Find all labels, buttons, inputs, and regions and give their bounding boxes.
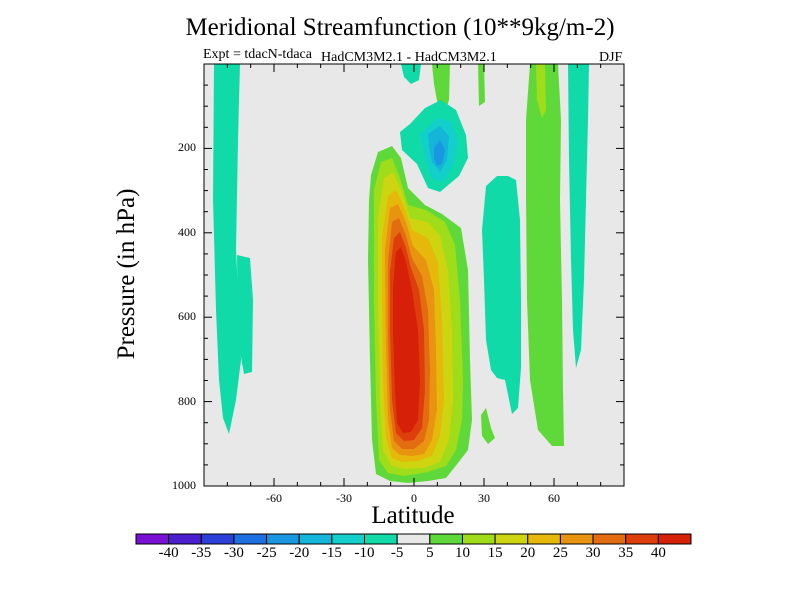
contour-field [213,64,589,483]
contour-region [393,247,420,433]
y-tick-label: 400 [178,224,196,239]
x-tick-label: -60 [266,491,282,505]
contour-region [526,64,564,446]
colorbar-label: -10 [354,545,375,561]
colorbar-label: 5 [426,545,434,561]
colorbar-label: 15 [487,545,503,561]
x-tick-label: 60 [548,491,560,505]
colorbar-label: 40 [650,545,666,561]
chart-title: Meridional Streamfunction (10**9kg/m-2) [185,14,615,41]
contour-region [434,140,445,166]
y-tick-label: 1000 [172,478,196,492]
x-tick-label: 30 [478,491,490,505]
contour-region [568,64,589,368]
colorbar-label: -15 [321,545,342,561]
colorbar-label: -40 [158,545,179,561]
contour-region [478,64,485,106]
chart-subtitle-left: Expt = tdacN-tdaca [203,47,312,62]
colorbar-label: 35 [618,545,634,561]
x-tick-label: 0 [411,491,417,505]
colorbar-label: -30 [223,545,244,561]
colorbar-label: 25 [552,545,568,561]
colorbar-label: 10 [454,545,470,561]
y-tick-label: 200 [178,140,196,155]
contour-region [401,64,421,84]
colorbar-label: 30 [585,545,601,561]
y-tick-label: 800 [178,393,196,408]
x-tick-label: -30 [336,491,352,505]
colorbar-label: -25 [256,545,277,561]
chart-subtitle-center: HadCM3M2.1 - HadCM3M2.1 [321,50,497,65]
contour-region [237,255,253,374]
contour-region [482,176,521,414]
axis-ticks [204,64,624,487]
contour-region [481,408,495,444]
y-tick-label: 600 [178,309,196,324]
colorbar-label: -20 [289,545,310,561]
y-axis-label: Pressure (in hPa) [113,188,140,360]
colorbar-label: -5 [390,545,404,561]
colorbar-label: -35 [191,545,212,561]
x-axis-label: Latitude [371,502,455,529]
contour-region [536,64,546,118]
contour-region [213,64,241,434]
chart-subtitle-right: DJF [599,50,623,65]
colorbar-label: 20 [520,545,536,561]
